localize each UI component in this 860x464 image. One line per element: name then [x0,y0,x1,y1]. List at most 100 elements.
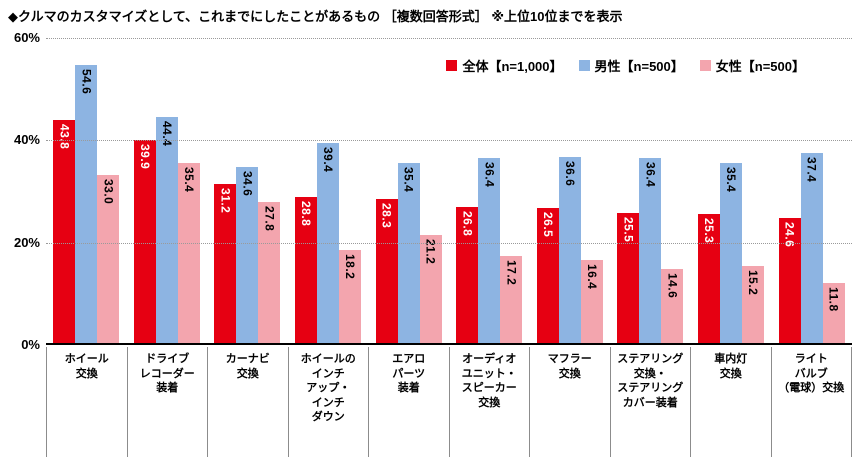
category-label: エアロ パーツ 装着 [369,347,450,457]
category-label-line: カバー装着 [622,396,678,409]
bar: 28.8 [295,196,318,343]
category-label: ホイールの インチ アップ・ インチ ダウン [289,347,369,457]
bar-value-label: 39.9 [137,144,152,170]
bar-value-label: 36.6 [562,160,577,187]
category-label-line: アップ・ [306,382,351,395]
bar: 39.9 [133,140,156,343]
category-label-line: （電球）交換 [778,382,845,395]
bar-value-label: 25.3 [702,218,717,244]
chart-title: ◆クルマのカスタマイズとして、これまでにしたことがあるもの ［複数回答形式］ ※… [8,9,623,24]
bar: 37.4 [800,152,823,343]
bar: 21.2 [419,235,442,343]
legend-label: 男性【n=500】 [594,59,684,74]
y-axis-tick-label: 60% [13,30,40,45]
bar-group: 39.9 44.4 35.4 [127,38,208,343]
category-label: ホイール 交換 [46,347,128,457]
plot-area: 43.8 54.6 33.0 39.9 44.4 35.4 31.2 34.6 27.8 28.8… [46,38,852,345]
category-label-line: マフラー [547,353,592,365]
legend-label: 全体【n=1,000】 [462,59,563,74]
category-label-line: インチ [311,367,345,380]
bar-value-label: 35.4 [724,167,739,193]
bar-group: 31.2 34.6 27.8 [207,38,288,343]
bar-group: 43.8 54.6 33.0 [46,38,127,343]
category-label-line: バルブ [794,367,828,380]
bar: 35.4 [720,163,743,343]
bar-group: 26.5 36.6 16.4 [530,38,611,343]
bar-value-label: 11.8 [826,287,841,312]
category-label-line: オーディオ [462,353,517,365]
category-label-line: 交換・ [633,367,667,380]
bar-value-label: 21.2 [423,239,438,265]
category-label-line: 装着 [397,382,420,395]
y-axis-tick-label: 0% [21,337,40,352]
category-label-line: 交換 [719,367,742,380]
category-label: 車内灯 交換 [691,347,772,457]
bar-value-label: 27.8 [262,205,277,232]
bar-value-label: 24.6 [782,221,797,248]
category-label-line: ステアリング [617,382,684,395]
category-label-line: ホイールの [300,353,356,365]
category-label-line: ステアリング [617,353,684,365]
category-label: カーナビ 交換 [208,347,289,457]
category-label: マフラー 交換 [530,347,611,457]
legend-item: 男性【n=500】 [578,56,684,75]
bar: 14.6 [661,268,684,343]
bar: 54.6 [75,65,98,343]
gridline [46,242,852,244]
bar-value-label: 31.2 [218,188,233,214]
bar: 26.8 [456,206,479,343]
category-label-line: インチ [311,396,345,409]
y-axis-tick-label: 40% [13,132,40,148]
bar: 11.8 [822,283,845,343]
bar: 44.4 [155,117,178,343]
legend-swatch [699,60,711,71]
category-axis: ホイール 交換 ドライブ レコーダー 装着 カーナビ 交換 ホイールの インチ アップ・ インチ ダウ… [46,347,852,457]
category-label: ドライブ レコーダー 装着 [128,347,208,457]
bar-group: 28.8 39.4 18.2 [288,38,369,343]
bar-value-label: 25.5 [621,217,636,243]
category-label: ステアリング 交換・ ステアリング カバー装着 [611,347,691,457]
bar-group: 26.8 36.4 17.2 [449,38,530,343]
category-label-line: 交換 [478,396,501,409]
bars-container: 43.8 54.6 33.0 39.9 44.4 35.4 31.2 34.6 27.8 28.8… [46,38,852,343]
category-label-line: 車内灯 [714,353,748,365]
category-label-line: カーナビ [225,353,270,365]
bar: 35.4 [177,163,200,343]
bar: 24.6 [778,217,801,343]
y-axis-tick-label: 20% [13,234,40,250]
bar-value-label: 36.4 [643,161,658,188]
bar: 35.4 [397,163,420,343]
bar-group: 25.3 35.4 15.2 [691,38,772,343]
category-label-line: ユニット・ [461,367,517,380]
bar: 36.4 [639,157,662,343]
category-label-line: 交換 [75,367,98,380]
bar-value-label: 15.2 [746,269,761,296]
legend-item: 全体【n=1,000】 [446,56,563,75]
bar-value-label: 43.8 [57,124,72,150]
bar-value-label: 34.6 [240,171,255,197]
bar: 43.8 [53,120,76,343]
bar: 33.0 [97,175,120,343]
bar-value-label: 17.2 [504,259,519,285]
category-label-line: ホイール [64,353,109,365]
bar-value-label: 16.4 [584,263,599,289]
category-label-line: パーツ [392,367,426,380]
bar-value-label: 54.6 [79,69,94,95]
category-label-line: ライト [794,353,828,365]
category-label-line: ダウン [311,411,345,424]
bar-group: 28.3 35.4 21.2 [368,38,449,343]
category-label: ライトバルブ （電球）交換 [772,347,852,457]
category-label-line: ドライブ [145,353,190,365]
gridline [46,38,852,39]
bar-value-label: 14.6 [665,272,680,299]
bar-value-label: 39.4 [321,146,336,173]
bar-value-label: 18.2 [343,254,358,280]
category-label: オーディオ ユニット・ スピーカー 交換 [450,347,530,457]
bar: 31.2 [214,184,237,343]
bar: 18.2 [339,250,362,343]
bar: 34.6 [236,167,259,343]
bar: 27.8 [258,201,281,343]
bar: 36.4 [478,157,501,343]
legend: 全体【n=1,000】 男性【n=500】 女性【n=500】 [446,56,805,75]
